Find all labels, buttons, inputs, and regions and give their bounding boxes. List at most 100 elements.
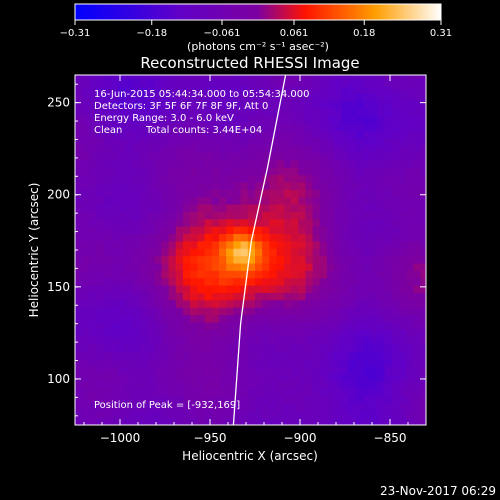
heatmap-cell	[89, 122, 98, 131]
heatmap-cell	[154, 336, 162, 345]
heatmap-cell	[391, 137, 400, 146]
heatmap-cell	[319, 86, 328, 95]
heatmap-cell	[348, 226, 357, 235]
heatmap-cell	[413, 321, 422, 330]
heatmap-cell	[240, 86, 249, 95]
heatmap-cell	[255, 307, 263, 316]
heatmap-cell	[370, 248, 378, 257]
heatmap-cell	[118, 336, 126, 345]
heatmap-cell	[139, 343, 148, 352]
heatmap-cell	[125, 410, 134, 419]
heatmap-cell	[219, 167, 227, 176]
heatmap-cell	[161, 366, 170, 375]
heatmap-cell	[348, 167, 357, 176]
heatmap-cell	[226, 380, 234, 389]
heatmap-cell	[161, 152, 170, 161]
heatmap-cell	[413, 380, 422, 389]
heatmap-cell	[139, 211, 148, 220]
heatmap-cell	[276, 299, 285, 308]
heatmap-cell	[305, 93, 314, 102]
heatmap-cell	[363, 240, 371, 249]
heatmap-cell	[327, 380, 335, 389]
heatmap-cell	[175, 321, 184, 330]
heatmap-cell	[312, 211, 321, 220]
heatmap-cell	[384, 159, 393, 168]
heatmap-cell	[190, 285, 198, 293]
heatmap-cell	[384, 115, 393, 124]
heatmap-cell	[262, 181, 270, 190]
heatmap-cell	[226, 299, 234, 308]
heatmap-cell	[125, 100, 134, 109]
heatmap-cell	[355, 321, 364, 330]
heatmap-cell	[175, 233, 184, 242]
heatmap-cell	[348, 240, 357, 249]
heatmap-cell	[183, 395, 191, 404]
heatmap-cell	[420, 115, 426, 124]
heatmap-cell	[377, 402, 386, 411]
heatmap-cell	[161, 86, 170, 95]
heatmap-cell	[190, 115, 198, 124]
heatmap-cell	[391, 122, 400, 131]
heatmap-cell	[168, 122, 177, 131]
heatmap-cell	[276, 174, 285, 183]
heatmap-cell	[305, 75, 314, 80]
heatmap-cell	[233, 75, 242, 80]
heatmap-cell	[319, 233, 328, 242]
heatmap-cell	[233, 299, 242, 308]
heatmap-cell	[377, 75, 386, 80]
heatmap-cell	[283, 336, 292, 345]
heatmap-cell	[75, 373, 83, 382]
heatmap-cell	[197, 152, 206, 161]
heatmap-cell	[327, 285, 335, 293]
heatmap-cell	[312, 189, 321, 198]
heatmap-image	[75, 75, 426, 425]
heatmap-cell	[168, 395, 177, 404]
heatmap-cell	[111, 321, 119, 330]
heatmap-cell	[262, 145, 270, 153]
heatmap-cell	[370, 152, 378, 161]
heatmap-cell	[154, 152, 162, 161]
heatmap-cell	[175, 167, 184, 176]
heatmap-cell	[319, 167, 328, 176]
heatmap-cell	[240, 270, 249, 279]
heatmap-cell	[168, 130, 177, 139]
heatmap-cell	[211, 137, 220, 146]
heatmap-cell	[370, 240, 378, 249]
heatmap-cell	[75, 226, 83, 235]
heatmap-cell	[139, 100, 148, 109]
heatmap-cell	[82, 100, 90, 109]
heatmap-cell	[370, 196, 378, 205]
heatmap-cell	[190, 152, 198, 161]
heatmap-cell	[355, 358, 364, 367]
heatmap-cell	[255, 314, 263, 323]
heatmap-cell	[298, 292, 306, 301]
heatmap-cell	[298, 351, 306, 360]
heatmap-cell	[211, 196, 220, 205]
heatmap-cell	[103, 248, 112, 257]
heatmap-cell	[298, 115, 306, 124]
heatmap-cell	[197, 93, 206, 102]
heatmap-cell	[175, 196, 184, 205]
heatmap-cell	[147, 358, 155, 367]
heatmap-cell	[391, 145, 400, 153]
heatmap-cell	[211, 314, 220, 323]
heatmap-cell	[283, 218, 292, 227]
heatmap-cell	[139, 388, 148, 397]
heatmap-cell	[154, 181, 162, 190]
energy-range-text: Energy Range: 3.0 - 6.0 keV	[94, 113, 234, 124]
heatmap-cell	[168, 152, 177, 161]
heatmap-cell	[111, 255, 119, 264]
heatmap-cell	[327, 122, 335, 131]
heatmap-cell	[298, 380, 306, 389]
heatmap-cell	[204, 270, 213, 279]
heatmap-cell	[139, 93, 148, 102]
heatmap-cell	[312, 145, 321, 153]
heatmap-cell	[355, 86, 364, 95]
heatmap-cell	[161, 108, 170, 117]
heatmap-cell	[312, 314, 321, 323]
heatmap-cell	[82, 402, 90, 411]
heatmap-cell	[391, 277, 400, 286]
heatmap-cell	[226, 152, 234, 161]
heatmap-cell	[312, 181, 321, 190]
heatmap-cell	[197, 292, 206, 301]
